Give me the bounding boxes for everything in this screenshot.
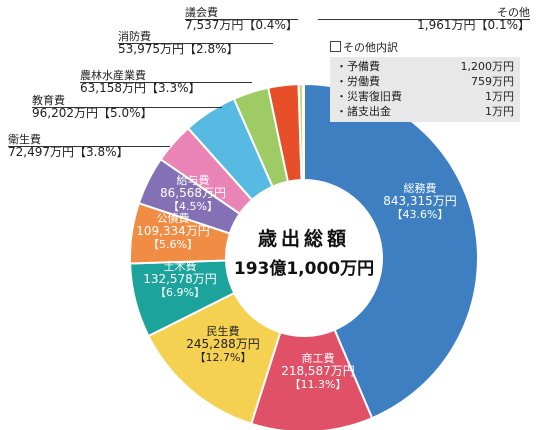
label-shobo: 消防費 53,975万円【2.8%】 <box>118 30 239 56</box>
label-kyoiku: 教育費 96,202万円【5.0%】 <box>32 94 153 120</box>
leader-sonota <box>318 19 530 20</box>
label-minsei: 民生費 245,288万円 【12.7%】 <box>186 325 260 364</box>
leader-eisei <box>8 146 170 147</box>
checkbox-icon <box>330 41 341 52</box>
center-total: 193億1,000万円 <box>233 259 375 279</box>
breakdown-list: ・予備費 1,200万円 ・労働費 759万円 ・災害復旧費 1万円 ・諸支出金 1万円 <box>330 57 520 122</box>
label-doboku: 土木費 132,578万円 【6.9%】 <box>143 260 217 299</box>
label-shoko: 商工費 218,587万円 【11.3%】 <box>281 352 355 391</box>
other-breakdown: その他内訳 ・予備費 1,200万円 ・労働費 759万円 ・災害復旧費 1万円 ・諸… <box>330 40 520 122</box>
leader-shobo <box>118 43 273 44</box>
label-gikai: 議会費 7,537万円【0.4%】 <box>185 6 298 32</box>
breakdown-title: その他内訳 <box>343 41 398 54</box>
list-item: ・諸支出金 1万円 <box>336 105 514 118</box>
label-kyuyo: 給与費 86,568万円 【4.5%】 <box>160 174 226 213</box>
label-somu: 総務費 843,315万円 【43.6%】 <box>383 182 457 221</box>
leader-norin <box>80 82 252 83</box>
list-item: ・予備費 1,200万円 <box>336 60 514 73</box>
slice-11 <box>301 82 305 182</box>
center-title: 歳出総額 <box>257 228 350 250</box>
label-kosai: 公債費 109,334万円 【5.6%】 <box>136 212 210 251</box>
donut-hole <box>227 181 381 335</box>
leader-kyoiku <box>32 107 222 108</box>
label-eisei: 衛生費 72,497万円【3.8%】 <box>8 133 129 159</box>
label-norin: 農林水産業費 63,158万円【3.3%】 <box>80 69 201 95</box>
list-item: ・労働費 759万円 <box>336 75 514 88</box>
label-sonota: その他 1,961万円【0.1%】 <box>417 6 530 32</box>
leader-gikai <box>185 19 298 20</box>
slice-0 <box>303 82 479 420</box>
list-item: ・災害復旧費 1万円 <box>336 90 514 103</box>
